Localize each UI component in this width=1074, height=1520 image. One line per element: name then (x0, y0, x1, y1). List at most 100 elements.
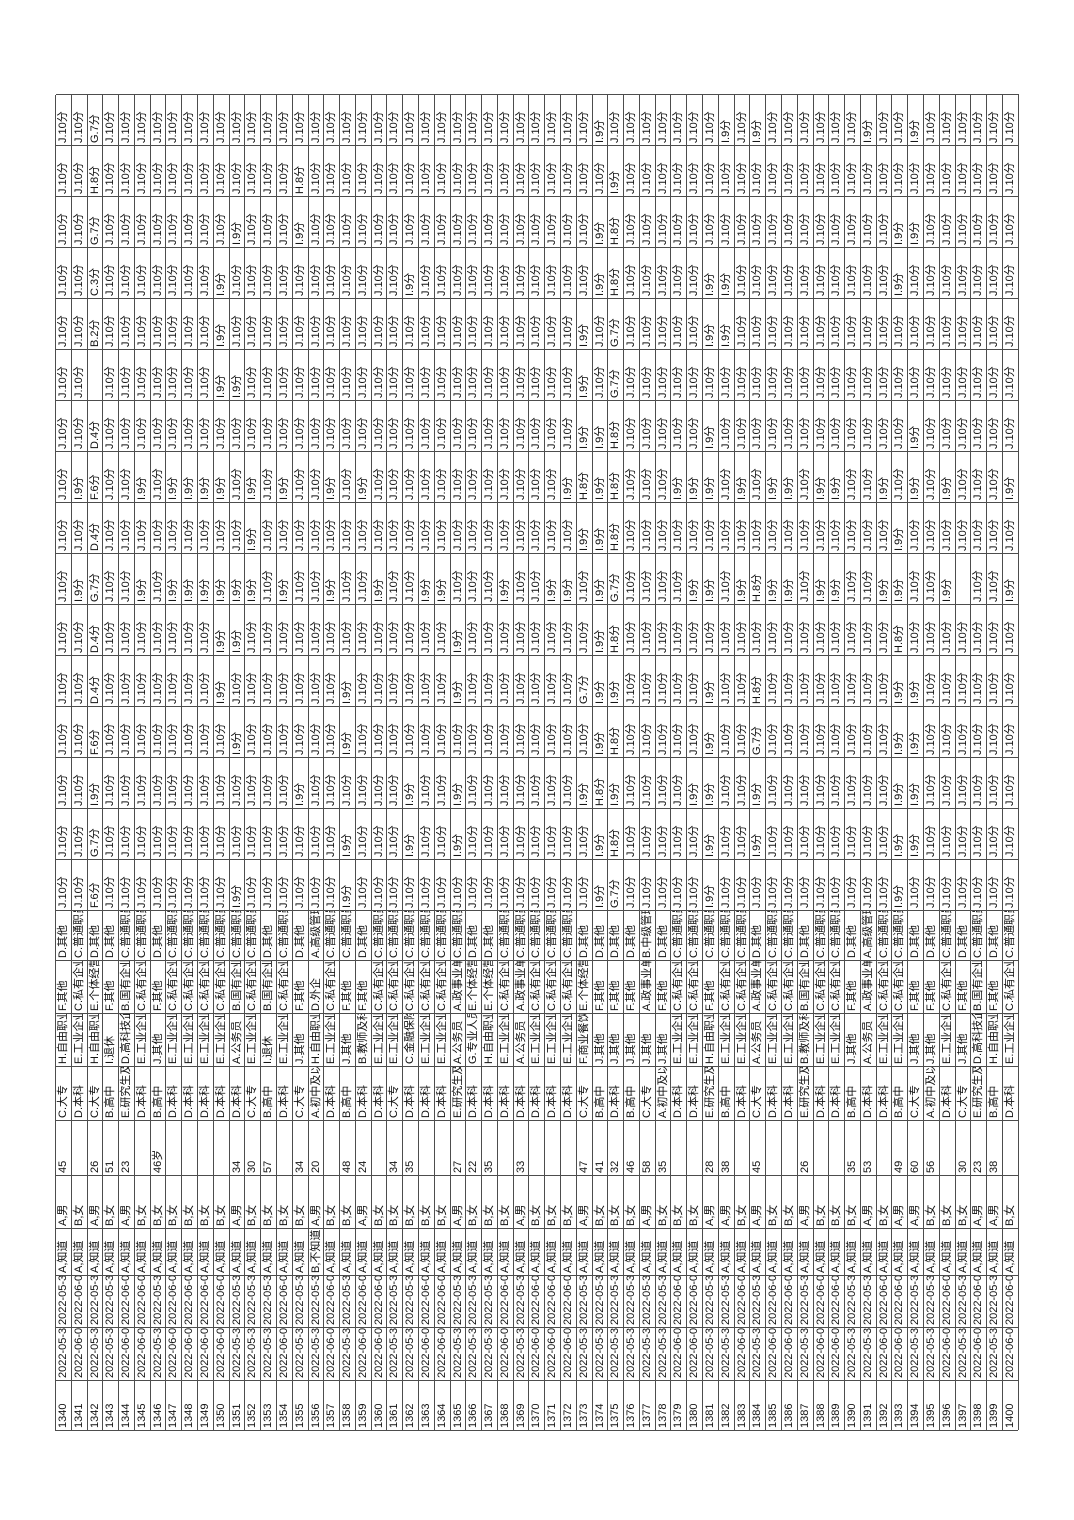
score-cell-q14[interactable]: J.10分 (576, 196, 593, 247)
row-number-cell[interactable]: 1368 (497, 1380, 514, 1430)
score-cell-q5[interactable]: J.10分 (466, 655, 483, 706)
row-number-cell[interactable]: 1391 (860, 1380, 877, 1430)
score-cell-q2[interactable]: J.10分 (434, 808, 451, 859)
gender-cell[interactable]: B,女 (261, 1175, 277, 1228)
score-cell-q13[interactable]: J.10分 (908, 247, 924, 298)
occupation-cell[interactable]: E.工业企业 (371, 1013, 388, 1066)
row-number-cell[interactable]: 1389 (829, 1380, 846, 1430)
row-number-cell[interactable]: 1347 (166, 1380, 183, 1430)
position-cell[interactable]: C.普通职员 (892, 910, 909, 960)
score-cell-q16[interactable]: J.10分 (387, 94, 404, 145)
score-cell-q6[interactable]: J.10分 (150, 604, 167, 655)
score-cell-q13[interactable]: I.9分 (213, 247, 230, 298)
score-cell-q7[interactable]: J.10分 (860, 553, 877, 604)
score-cell-q7[interactable]: I.9分 (939, 553, 956, 604)
company-type-cell[interactable]: C.私有企业 (276, 960, 293, 1013)
company-type-cell[interactable]: C.私有企业 (403, 960, 419, 1013)
score-cell-q2[interactable]: J.10分 (923, 808, 940, 859)
score-cell-q2[interactable]: J.10分 (671, 808, 688, 859)
position-cell[interactable]: C.普通职员 (134, 910, 151, 960)
score-cell-q13[interactable]: J.10分 (245, 247, 262, 298)
score-cell-q2[interactable]: J.10分 (119, 808, 135, 859)
education-cell[interactable]: D.本科 (497, 1066, 514, 1120)
score-cell-q6[interactable]: J.10分 (750, 604, 767, 655)
age-cell[interactable]: 45 (56, 1120, 72, 1175)
score-cell-q15[interactable]: J.10分 (1002, 145, 1019, 196)
score-cell-q7[interactable]: I.9分 (592, 553, 609, 604)
score-cell-q15[interactable]: J.10分 (355, 145, 372, 196)
score-cell-q4[interactable]: J.10分 (418, 706, 435, 757)
score-cell-q5[interactable]: J.10分 (324, 655, 341, 706)
score-cell-q2[interactable]: I.9分 (892, 808, 909, 859)
score-cell-q8[interactable]: J.10分 (182, 502, 199, 553)
score-cell-q6[interactable]: J.10分 (103, 604, 120, 655)
fill-date-cell[interactable]: 2022-05-3 (403, 1275, 419, 1327)
score-cell-q7[interactable]: I.9分 (166, 553, 183, 604)
score-cell-q15[interactable]: J.10分 (876, 145, 893, 196)
score-cell-q3[interactable]: J.10分 (119, 757, 135, 808)
score-cell-q16[interactable]: J.10分 (497, 94, 514, 145)
score-cell-q1[interactable]: J.10分 (987, 859, 1003, 910)
gender-cell[interactable]: B,女 (134, 1175, 151, 1228)
score-cell-q5[interactable]: J.10分 (1002, 655, 1019, 706)
gender-cell[interactable]: B,女 (434, 1175, 451, 1228)
age-cell[interactable]: 34 (229, 1120, 246, 1175)
position-cell[interactable]: A.高级管理人员 (860, 910, 877, 960)
score-cell-q8[interactable]: J.10分 (355, 502, 372, 553)
company-type-cell[interactable]: E.个体经营 (87, 960, 104, 1013)
score-cell-q7[interactable]: H.8分 (750, 553, 767, 604)
score-cell-q4[interactable]: J.10分 (687, 706, 704, 757)
row-number-cell[interactable]: 1371 (545, 1380, 561, 1430)
score-cell-q7[interactable]: J.10分 (639, 553, 656, 604)
score-cell-q10[interactable]: J.10分 (529, 400, 546, 451)
age-cell[interactable]: 23 (119, 1120, 135, 1175)
education-cell[interactable]: D.本科 (545, 1066, 561, 1120)
score-cell-q12[interactable]: J.10分 (324, 298, 341, 349)
score-cell-q9[interactable]: I.9分 (908, 451, 924, 502)
score-cell-q11[interactable]: J.10分 (245, 349, 262, 400)
occupation-cell[interactable]: E.工业企业 (813, 1013, 830, 1066)
row-number-cell[interactable]: 1349 (198, 1380, 214, 1430)
score-cell-q14[interactable]: J.10分 (418, 196, 435, 247)
score-cell-q13[interactable]: J.10分 (71, 247, 88, 298)
age-cell[interactable] (276, 1120, 293, 1175)
score-cell-q15[interactable]: J.10分 (576, 145, 593, 196)
score-cell-q1[interactable]: J.10分 (671, 859, 688, 910)
awareness-cell[interactable]: A,知道 (624, 1228, 640, 1275)
score-cell-q6[interactable]: J.10分 (971, 604, 988, 655)
age-cell[interactable] (781, 1120, 798, 1175)
education-cell[interactable]: A.初中及以下 (308, 1066, 325, 1120)
score-cell-q3[interactable]: J.10分 (355, 757, 372, 808)
fill-date-cell[interactable]: 2022-06-0 (71, 1275, 88, 1327)
submit-date-cell[interactable]: 2022-06-0 (71, 1327, 88, 1380)
education-cell[interactable]: A.初中及以下 (655, 1066, 672, 1120)
position-cell[interactable]: D.其他 (261, 910, 277, 960)
score-cell-q7[interactable]: I.9分 (182, 553, 199, 604)
score-cell-q7[interactable]: J.10分 (655, 553, 672, 604)
score-cell-q8[interactable]: J.10分 (482, 502, 498, 553)
score-cell-q16[interactable]: J.10分 (923, 94, 940, 145)
score-cell-q7[interactable]: J.10分 (355, 553, 372, 604)
row-number-cell[interactable]: 1350 (213, 1380, 230, 1430)
score-cell-q7[interactable]: I.9分 (561, 553, 577, 604)
company-type-cell[interactable]: D.外企 (308, 960, 325, 1013)
score-cell-q7[interactable]: I.9分 (734, 553, 751, 604)
education-cell[interactable]: D.本科 (813, 1066, 830, 1120)
fill-date-cell[interactable]: 2022-06-0 (766, 1275, 782, 1327)
score-cell-q12[interactable]: J.10分 (766, 298, 782, 349)
score-cell-q1[interactable]: J.10分 (687, 859, 704, 910)
score-cell-q10[interactable]: J.10分 (939, 400, 956, 451)
occupation-cell[interactable]: J.其他 (655, 1013, 672, 1066)
score-cell-q1[interactable]: J.10分 (1002, 859, 1019, 910)
education-cell[interactable]: B.高中 (150, 1066, 167, 1120)
score-cell-q15[interactable]: J.10分 (324, 145, 341, 196)
score-cell-q7[interactable]: I.9分 (245, 553, 262, 604)
score-cell-q6[interactable]: J.10分 (655, 604, 672, 655)
position-cell[interactable]: D.其他 (355, 910, 372, 960)
education-cell[interactable]: E.研究生及以上 (703, 1066, 719, 1120)
fill-date-cell[interactable]: 2022-05-3 (466, 1275, 483, 1327)
age-cell[interactable]: 48 (340, 1120, 356, 1175)
score-cell-q10[interactable]: I.9分 (703, 400, 719, 451)
row-number-cell[interactable]: 1360 (371, 1380, 388, 1430)
score-cell-q8[interactable]: J.10分 (561, 502, 577, 553)
